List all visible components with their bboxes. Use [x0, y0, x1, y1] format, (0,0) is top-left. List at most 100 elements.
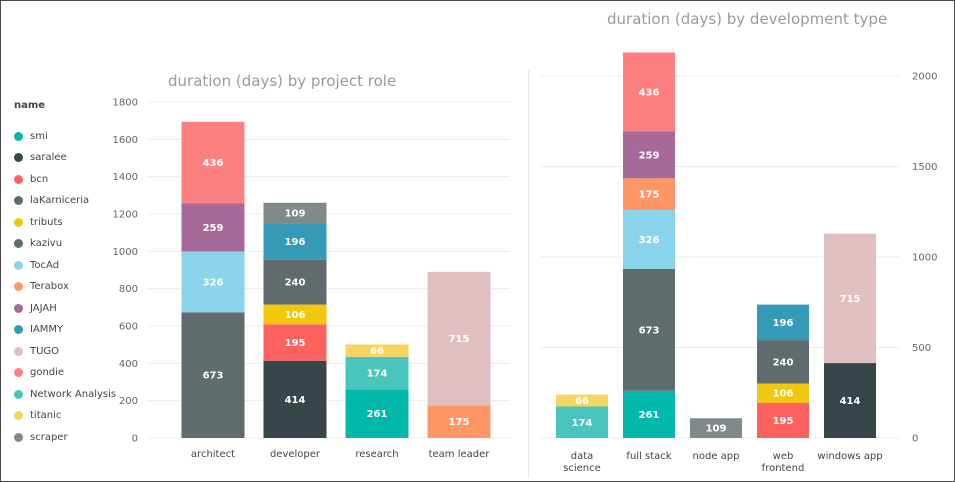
data-label: 174 [572, 418, 593, 429]
legend-item[interactable]: scraper [14, 429, 68, 445]
bar-segment[interactable] [345, 389, 409, 438]
data-label: 106 [285, 310, 306, 321]
data-label: 195 [285, 338, 306, 349]
bar-segment[interactable] [181, 121, 245, 204]
bar-segment[interactable] [757, 340, 809, 384]
legend-item[interactable]: bcn [14, 171, 48, 187]
bar-segment[interactable] [623, 178, 675, 210]
data-label: 195 [773, 416, 794, 427]
data-label: 174 [367, 369, 388, 380]
bar-segment[interactable] [556, 394, 608, 407]
legend-label: titanic [30, 410, 62, 421]
legend-item[interactable]: gondie [14, 365, 64, 381]
legend-marker-icon [14, 153, 23, 162]
y-tick-label: 800 [119, 284, 138, 295]
data-label: 326 [203, 277, 224, 288]
legend-item[interactable]: Terabox [14, 279, 69, 295]
bar-segment[interactable] [623, 390, 675, 438]
bar-segment[interactable] [263, 360, 327, 438]
data-label: 414 [285, 395, 306, 406]
data-label: 414 [840, 396, 861, 407]
y-tick-label: 600 [119, 322, 138, 333]
legend-marker-icon [14, 389, 23, 399]
legend-marker-icon [14, 174, 23, 184]
y-tick-label: 1000 [912, 253, 937, 264]
x-category-label: full stack [626, 451, 671, 462]
legend-marker-icon [14, 411, 23, 420]
bar-segment[interactable] [263, 324, 327, 361]
legend-label: saralee [30, 152, 67, 163]
legend-marker-icon [14, 325, 23, 334]
bar-segment[interactable] [181, 203, 245, 252]
bar-segment[interactable] [181, 312, 245, 438]
y-tick-label: 0 [132, 434, 138, 445]
bar-segment[interactable] [181, 251, 245, 313]
data-label: 66 [575, 396, 589, 407]
legend-label: smi [30, 130, 48, 142]
data-label: 240 [773, 357, 794, 368]
legend-item[interactable]: TUGO [14, 343, 59, 359]
legend-item[interactable]: tributs [14, 214, 63, 230]
legend-item[interactable]: smi [14, 128, 48, 144]
legend-marker-icon [14, 346, 23, 356]
bar-segment[interactable] [556, 406, 608, 438]
data-label: 196 [773, 318, 794, 329]
data-label: 175 [639, 190, 660, 201]
bar-segment[interactable] [824, 363, 876, 438]
legend-marker-icon [14, 368, 23, 377]
legend-item[interactable]: IAMMY [14, 322, 63, 338]
x-category-label: research [355, 449, 398, 460]
legend-label: TUGO [30, 345, 60, 357]
y-tick-label: 1500 [912, 162, 937, 173]
x-category-label: node app [693, 451, 740, 462]
legend-item[interactable]: saralee [14, 150, 67, 166]
legend-item[interactable]: Network Analysis [14, 386, 116, 402]
x-category-label: web [773, 451, 794, 462]
y-tick-label: 400 [119, 359, 138, 370]
data-label: 259 [639, 150, 660, 161]
chart-divider [528, 70, 529, 478]
bar-segment[interactable] [263, 304, 327, 325]
x-category-label: team leader [429, 449, 491, 460]
data-label: 106 [773, 389, 794, 400]
legend-label: gondie [30, 367, 65, 378]
bar-segment[interactable] [263, 202, 327, 224]
bar-segment[interactable] [623, 268, 675, 391]
bar-segment[interactable] [345, 344, 409, 357]
data-label: 715 [840, 294, 861, 305]
y-tick-label: 1000 [113, 247, 138, 258]
legend-label: tributs [30, 216, 63, 228]
bar-segment[interactable] [345, 356, 409, 390]
data-label: 436 [203, 158, 224, 169]
legend-item[interactable]: titanic [14, 408, 61, 424]
legend-item[interactable]: TocAd [14, 257, 59, 273]
bar-segment[interactable] [623, 209, 675, 269]
chart-title-development-type: duration (days) by development type [607, 10, 888, 28]
legend-label: bcn [30, 173, 49, 185]
legend-item[interactable]: kazivu [14, 236, 62, 252]
bar-segment[interactable] [427, 271, 491, 406]
data-label: 66 [370, 346, 384, 357]
bar-segment[interactable] [824, 233, 876, 364]
legend-label: JAJAH [30, 302, 57, 314]
legend-marker-icon [14, 260, 23, 270]
bar-segment[interactable] [263, 223, 327, 260]
y-tick-label: 0 [912, 434, 918, 445]
bar-segment[interactable] [623, 52, 675, 132]
legend-item[interactable]: laKarniceria [14, 193, 89, 209]
data-label: 196 [285, 237, 306, 248]
bar-segment[interactable] [757, 402, 809, 438]
bar-segment[interactable] [623, 131, 675, 179]
bar-segment[interactable] [427, 405, 491, 438]
chart-title-project-role: duration (days) by project role [168, 72, 397, 90]
bar-segment[interactable] [690, 418, 742, 438]
legend-item[interactable]: JAJAH [14, 300, 57, 316]
data-label: 109 [285, 208, 306, 219]
bar-segment[interactable] [757, 383, 809, 403]
legend-label: Network Analysis [30, 388, 117, 400]
legend-title: name [14, 100, 46, 111]
bar-segment[interactable] [263, 259, 327, 305]
bar-segment[interactable] [757, 304, 809, 341]
